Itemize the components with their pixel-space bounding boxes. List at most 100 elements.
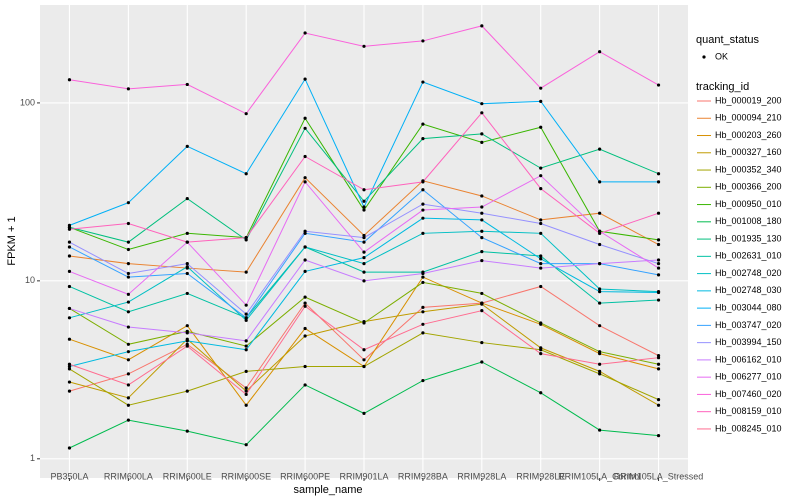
data-point [480,218,484,222]
data-point [539,221,543,226]
legend-title: tracking_id [696,81,749,93]
data-point [67,223,72,227]
data-point [480,211,484,215]
data-point [362,250,366,254]
data-point [656,356,661,360]
data-point [303,31,307,35]
data-point [244,369,248,373]
x-tick-label: RRIM600LA [104,471,153,481]
data-point [598,231,602,235]
data-point [362,321,366,325]
legend-label: Hb_000019_200 [715,95,782,105]
legend-label: Hb_003994_150 [715,337,782,347]
data-point [421,322,425,326]
data-point [421,137,425,141]
data-point [185,196,189,201]
data-point [656,172,661,176]
data-point [656,273,661,277]
data-point [539,186,543,191]
data-point [67,284,72,289]
data-point [303,245,307,249]
data-point [598,242,602,247]
data-point [362,236,366,240]
data-point [480,250,484,254]
data-point [362,208,366,212]
data-point [303,269,307,274]
data-point [656,83,661,87]
data-point [656,362,661,366]
data-point [185,339,189,343]
x-tick-label: RRIM928BA [398,471,448,481]
x-tick-label: RRIM928LE [516,471,565,481]
data-point [303,176,307,180]
data-point [539,125,543,129]
data-point [539,174,543,178]
data-point [656,180,661,184]
data-point [598,372,602,376]
data-point [303,180,307,184]
data-point [421,231,425,235]
data-point [185,389,189,393]
data-point [362,188,366,192]
data-point [303,295,307,299]
legend-label: Hb_006162_010 [715,354,782,364]
data-point [67,380,72,384]
data-point [480,340,484,345]
data-point [67,78,72,82]
data-point [656,398,661,402]
data-point [362,279,366,283]
data-point [244,318,248,322]
data-point [244,312,248,316]
data-point [480,194,484,198]
data-point [303,116,307,120]
legend-label: Hb_001935_130 [715,233,782,243]
data-point [126,383,130,387]
data-point [362,270,366,274]
data-point [421,208,425,212]
data-point [185,240,189,244]
data-point [362,262,366,266]
data-point [539,262,543,266]
data-point [539,218,543,222]
data-point [362,364,366,369]
x-tick-label: RRIM600SE [221,471,271,481]
data-point [656,211,661,215]
data-point [656,258,661,262]
data-point [126,87,130,91]
data-point [421,275,425,279]
data-point [421,331,425,335]
data-point [126,372,130,376]
data-point [185,262,189,266]
data-point [598,262,602,266]
legend-label: Hb_002631_010 [715,251,782,261]
data-point [67,240,72,244]
data-point [126,300,130,304]
data-point [244,316,248,320]
data-point [421,379,425,383]
legend-label: OK [715,51,728,61]
data-point [480,132,484,136]
data-point [67,364,72,369]
data-point [480,140,484,144]
data-point [539,284,543,289]
data-point [539,352,543,356]
data-point [67,316,72,320]
data-point [126,271,130,276]
data-point [185,265,189,269]
data-point [185,291,189,296]
data-point [67,306,72,311]
data-point [185,231,189,235]
data-point [67,269,72,274]
x-tick-label: RRIM600PE [280,471,330,481]
data-point [480,111,484,115]
data-point [303,326,307,331]
data-point [362,199,366,203]
data-point [303,364,307,369]
data-point [244,339,248,343]
data-point [656,367,661,371]
data-point [67,389,72,393]
data-point [185,82,189,87]
data-point [67,362,72,366]
